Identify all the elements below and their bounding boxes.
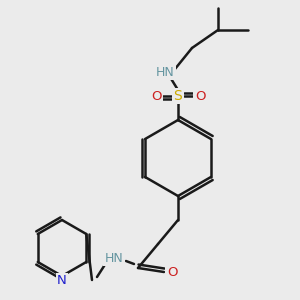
Text: O: O bbox=[195, 89, 205, 103]
Text: N: N bbox=[57, 274, 67, 287]
Text: O: O bbox=[151, 89, 161, 103]
Text: HN: HN bbox=[156, 65, 174, 79]
Text: HN: HN bbox=[105, 251, 123, 265]
Text: O: O bbox=[167, 266, 177, 278]
Text: S: S bbox=[174, 89, 182, 103]
